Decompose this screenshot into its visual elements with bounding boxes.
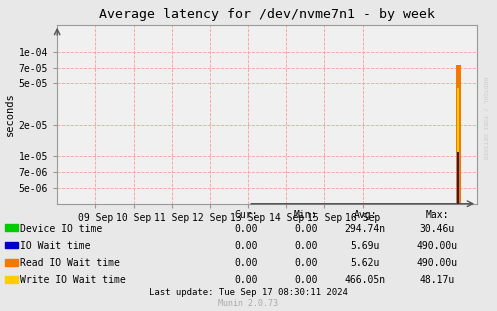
Text: Avg:: Avg:: [353, 210, 377, 220]
Text: Munin 2.0.73: Munin 2.0.73: [219, 299, 278, 308]
Text: 294.74n: 294.74n: [345, 224, 386, 234]
Text: 0.00: 0.00: [234, 275, 258, 285]
Text: IO Wait time: IO Wait time: [20, 241, 91, 251]
Text: Last update: Tue Sep 17 08:30:11 2024: Last update: Tue Sep 17 08:30:11 2024: [149, 288, 348, 297]
Text: 490.00u: 490.00u: [417, 241, 458, 251]
Text: 0.00: 0.00: [294, 275, 318, 285]
Text: 466.05n: 466.05n: [345, 275, 386, 285]
Y-axis label: seconds: seconds: [4, 92, 14, 136]
Text: 0.00: 0.00: [294, 258, 318, 268]
Text: Max:: Max:: [425, 210, 449, 220]
Text: Device IO time: Device IO time: [20, 224, 102, 234]
Text: 0.00: 0.00: [234, 258, 258, 268]
Text: 0.00: 0.00: [294, 241, 318, 251]
Text: Write IO Wait time: Write IO Wait time: [20, 275, 126, 285]
Text: 5.62u: 5.62u: [350, 258, 380, 268]
Text: 0.00: 0.00: [294, 224, 318, 234]
Text: Read IO Wait time: Read IO Wait time: [20, 258, 120, 268]
Text: RRDTOOL / TOBI OETIKER: RRDTOOL / TOBI OETIKER: [482, 77, 487, 160]
Text: Min:: Min:: [294, 210, 318, 220]
Text: 490.00u: 490.00u: [417, 258, 458, 268]
Text: 0.00: 0.00: [234, 224, 258, 234]
Text: 0.00: 0.00: [234, 241, 258, 251]
Text: Cur:: Cur:: [234, 210, 258, 220]
Title: Average latency for /dev/nvme7n1 - by week: Average latency for /dev/nvme7n1 - by we…: [99, 8, 435, 21]
Text: 48.17u: 48.17u: [420, 275, 455, 285]
Text: 5.69u: 5.69u: [350, 241, 380, 251]
Text: 30.46u: 30.46u: [420, 224, 455, 234]
